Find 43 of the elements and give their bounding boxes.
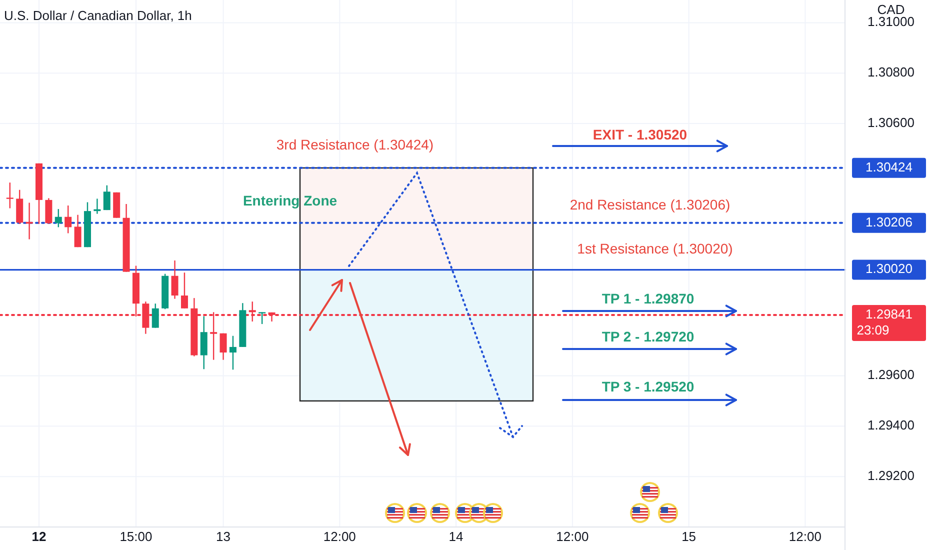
y-tick-label: 1.29200 — [868, 468, 914, 484]
x-tick-label: 15:00 — [120, 529, 152, 544]
x-tick-label: 14 — [448, 529, 464, 544]
x-tick-label: 12:00 — [788, 529, 822, 544]
y-axis-title: CAD — [877, 2, 905, 17]
candlestick — [74, 214, 82, 248]
candlestick — [220, 332, 227, 360]
candlestick — [16, 189, 24, 225]
ref-line-label: 1.30206 — [866, 214, 912, 230]
candlestick — [152, 302, 159, 328]
ref-line-label: 1.30424 — [866, 159, 912, 174]
annotation: 1st Resistance (1.30020) — [577, 240, 733, 257]
candlestick — [171, 260, 178, 300]
candlestick — [64, 204, 72, 234]
y-tick-label: 1.30600 — [868, 114, 914, 130]
candlestick — [200, 316, 208, 370]
y-tick-label: 1.29600 — [868, 367, 914, 382]
text: U.S. Dollar / Canadian Dollar, 1h — [4, 8, 192, 23]
candlestick — [229, 335, 236, 370]
annotation: Entering Zone — [242, 192, 338, 209]
y-tick-label: 1.31000 — [868, 14, 914, 30]
y-tick-label: 1.29400 — [868, 418, 914, 433]
x-tick-label: 12:00 — [556, 529, 589, 544]
candlestick — [54, 208, 62, 228]
ref-line-label: 1.29841 — [866, 306, 912, 322]
candlestick — [180, 272, 188, 309]
text: 23:09 — [856, 322, 890, 338]
annotation: 2nd Resistance (1.30206) — [570, 196, 730, 213]
x-tick-label: 12 — [32, 529, 46, 544]
y-tick-label: 1.30800 — [868, 64, 914, 80]
annotation: TP 2 - 1.29720 — [602, 328, 694, 345]
ref-line-label: 1.30020 — [866, 261, 912, 276]
annotation: EXIT - 1.30520 — [592, 126, 688, 143]
candlestick — [6, 182, 14, 209]
annotation: 3rd Resistance (1.30424) — [276, 136, 434, 153]
candlestick — [103, 184, 110, 211]
x-tick-label: 15 — [682, 529, 696, 544]
annotation: TP 3 - 1.29520 — [602, 378, 694, 395]
candlestick — [258, 312, 266, 325]
annotation: TP 1 - 1.29870 — [602, 290, 694, 307]
x-tick-label: 13 — [216, 529, 231, 544]
candlestick — [45, 198, 52, 225]
x-tick-label: 12:00 — [323, 529, 356, 544]
